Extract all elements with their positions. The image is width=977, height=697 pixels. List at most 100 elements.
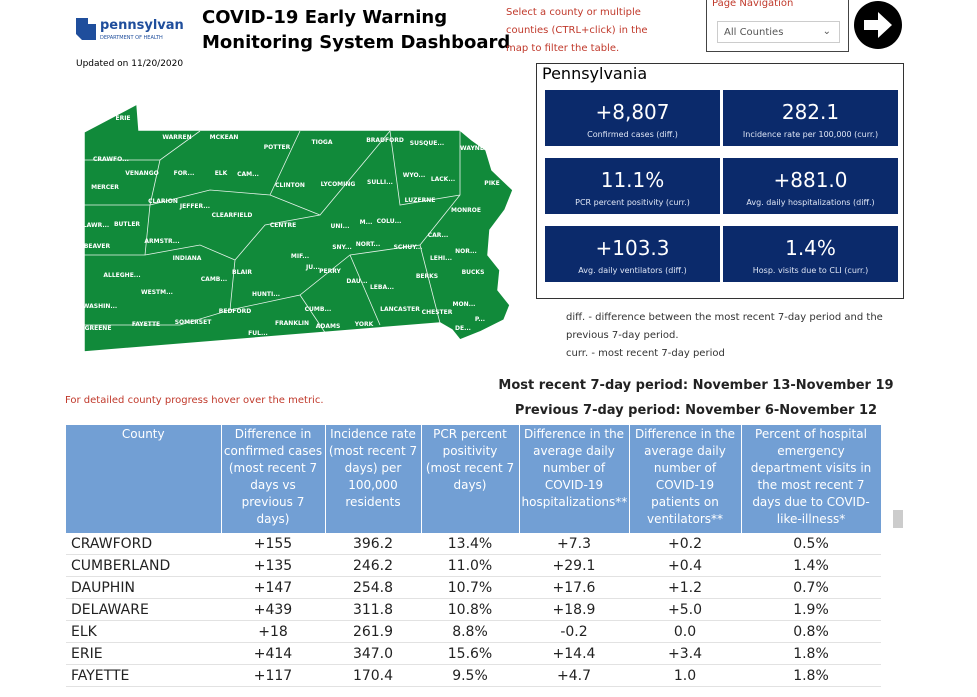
county-label: LUZERNE [405,197,436,204]
table-cell: CUMBERLAND [66,554,221,577]
dropdown[interactable]: All Counties ⌄ [717,21,840,43]
state-panel: Pennsylvania [536,63,904,299]
county-label: UNI... [331,223,350,230]
table-cell: 0.8% [741,620,881,643]
county-label: BEDFORD [219,308,251,315]
kpi-value: +881.0 [773,168,848,192]
county-label: CLARION [148,198,178,205]
scrollbar[interactable] [893,425,903,670]
county-label: LACK... [431,176,455,183]
table-cell: 15.6% [421,642,519,665]
table-cell: 311.8 [325,598,421,621]
title-line: Monitoring System Dashboard [202,32,511,53]
county-label: BLAIR [232,269,252,276]
logo-text: pennsylvania [100,18,184,33]
table-cell: 246.2 [325,554,421,577]
table-cell: 347.0 [325,642,421,665]
county-label: CENTRE [270,222,296,229]
text-line: Select a county or multiple [506,7,641,18]
next-button[interactable] [853,0,905,50]
table-cell: +155 [221,533,325,555]
kpi-tile: 1.4% Hosp. visits due to CLI (curr.) [723,226,898,282]
county-label: CLINTON [275,182,305,189]
county-table: County Difference in confirmed cases (mos… [66,425,881,687]
county-label: JU... [305,264,320,271]
kpi-label: Hosp. visits due to CLI (curr.) [752,266,869,275]
county-label: ALLEGHE... [103,272,140,279]
kpi-label: Avg. daily ventilators (diff.) [578,266,687,275]
table-cell: 1.0 [629,664,741,687]
table-row: DAUPHIN +147 254.8 10.7% +17.6 +1.2 0.7% [66,576,881,599]
table-cell: +0.4 [629,554,741,577]
table-row: ERIE +414 347.0 15.6% +14.4 +3.4 1.8% [66,642,881,665]
text-line: map to filter the table. [506,43,620,54]
county-label: LYCOMING [321,181,356,188]
kpi-value: 11.1% [600,168,665,192]
county-label: ARMSTR... [144,238,179,245]
table-cell: +18.9 [519,598,629,621]
county-label: NOR... [455,248,477,255]
county-label: CAM... [237,171,259,178]
table-cell: +18 [221,620,325,643]
column-header: Incidence rate (most recent 7 days) per … [325,425,422,533]
column-header: PCR percent positivity (most recent 7 da… [421,425,520,533]
table-cell: ELK [66,620,221,643]
county-label: LAWR... [83,222,109,229]
kpi-value: +103.3 [595,236,670,260]
column-header: County [66,425,222,533]
column-header: Difference in confirmed cases (most rece… [221,425,326,533]
table-cell: +14.4 [519,642,629,665]
table-cell: 9.5% [421,664,519,687]
county-label: BEAVER [84,243,111,250]
notes: diff. - difference between the most rece… [566,309,883,363]
table-cell: DAUPHIN [66,576,221,599]
table-cell: 396.2 [325,533,421,555]
table-cell: 1.4% [741,554,881,577]
table-cell: +439 [221,598,325,621]
table-cell: +4.7 [519,664,629,687]
table-cell: +3.4 [629,642,741,665]
table-cell: +117 [221,664,325,687]
county-label: BUCKS [462,269,485,276]
county-label: WYO... [403,172,426,179]
county-label: ADAMS [316,323,341,330]
table-cell: +29.1 [519,554,629,577]
county-label: MCKEAN [210,134,239,141]
county-label: FRANKLIN [275,320,309,327]
table-row: CRAWFORD +155 396.2 13.4% +7.3 +0.2 0.5% [66,533,881,555]
kpi-tile: +8,807 Confirmed cases (diff.) [545,90,720,146]
table-cell: +147 [221,576,325,599]
county-label: SNY... [332,244,352,251]
text-line: curr. - most recent 7-day period [566,348,725,359]
nav-label: Page Navigation [712,0,794,9]
table-cell: 0.7% [741,576,881,599]
text-line: Previous 7-day period: November 6-Novemb… [514,403,878,418]
scroll-thumb[interactable] [893,510,903,528]
table-row: CUMBERLAND +135 246.2 11.0% +29.1 +0.4 1.4% [66,554,881,577]
navigation: Page Navigation All Counties ⌄ [706,0,849,52]
county-map[interactable]: ERIE WARREN MCKEAN POTTER TIOGA BRADFORD SUSQU… [0,95,530,365]
county-label: WARREN [162,134,191,141]
text-line: counties (CTRL+click) in the [506,25,648,36]
table-row: FAYETTE +117 170.4 9.5% +4.7 1.0 1.8% [66,664,881,687]
table-cell: +5.0 [629,598,741,621]
state-shape[interactable] [83,102,514,353]
table-cell: -0.2 [519,620,629,643]
county-label: NORT... [356,241,381,248]
county-label: WASHIN... [83,303,117,310]
county-label: CUMB... [305,306,332,313]
title: COVID-19 Early Warning Monitoring System … [202,5,510,55]
column-header: Percent of hospital emergency department… [741,425,881,533]
county-label: MIF... [291,253,309,260]
table-cell: 254.8 [325,576,421,599]
kpi-value: 282.1 [781,100,840,124]
table-wrap: County Difference in confirmed cases (mos… [66,425,881,687]
table-cell: 13.4% [421,533,519,555]
table-cell: DELAWARE [66,598,221,621]
county-label: P... [475,316,485,323]
text-line: Most recent 7-day period: November 13-No… [498,378,894,393]
county-label: PIKE [484,180,499,187]
county-label: YORK [354,321,374,328]
title-line: COVID-19 Early Warning [202,7,448,28]
table-cell: 261.9 [325,620,421,643]
